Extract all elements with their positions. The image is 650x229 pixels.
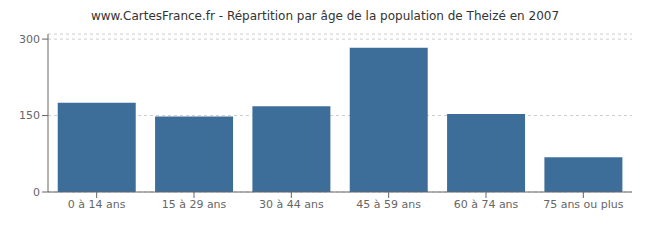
svg-text:15 à 29 ans: 15 à 29 ans xyxy=(162,198,227,211)
svg-text:60 à 74 ans: 60 à 74 ans xyxy=(454,198,519,211)
svg-text:30 à 44 ans: 30 à 44 ans xyxy=(259,198,324,211)
svg-text:150: 150 xyxy=(19,109,40,122)
html-text:www.CartesFrance.fr - Répartit: www.CartesFrance.fr - Répartition par âg… xyxy=(90,9,559,23)
svg-text:0 à 14 ans: 0 à 14 ans xyxy=(68,198,126,211)
svg-text:300: 300 xyxy=(19,33,40,46)
svg-text:45 à 59 ans: 45 à 59 ans xyxy=(356,198,421,211)
svg-text:75 ans ou plus: 75 ans ou plus xyxy=(543,198,624,211)
svg-text:0: 0 xyxy=(33,186,40,199)
